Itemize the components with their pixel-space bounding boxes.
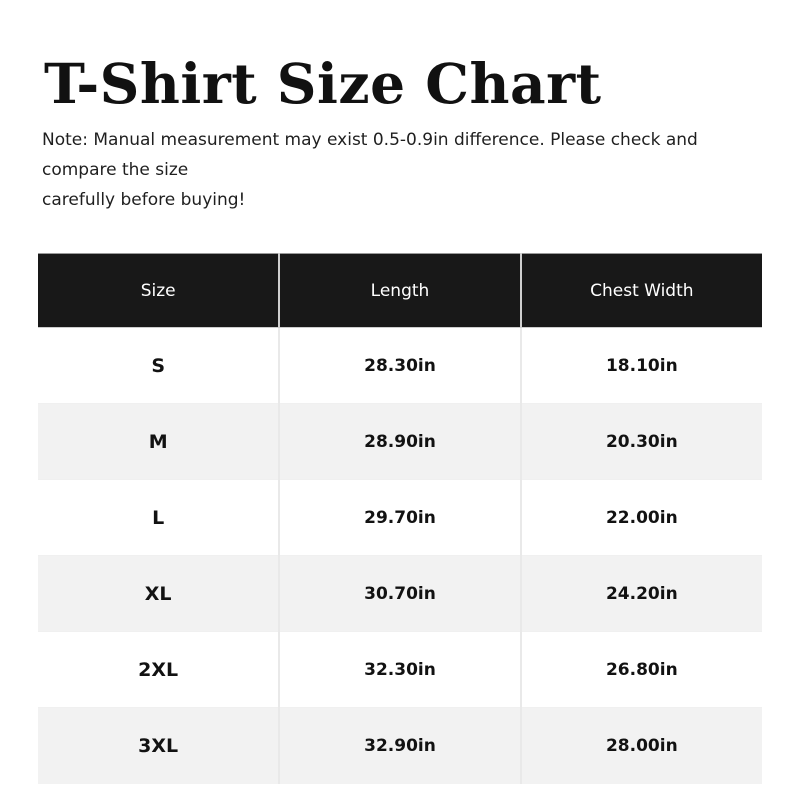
size-cell: M [38, 403, 280, 480]
column-header-chest-width: Chest Width [519, 253, 762, 328]
chest-width-cell: 22.00in [519, 479, 762, 556]
table-row: M 28.90in 20.30in [38, 403, 762, 480]
header-row: Size Length Chest Width [38, 253, 762, 328]
table-row: S 28.30in 18.10in [38, 327, 762, 404]
size-chart-header: Size Length Chest Width [38, 253, 762, 328]
chest-width-cell: 28.00in [519, 707, 762, 784]
size-chart-table: Size Length Chest Width S 28.30in 18.10in M… [38, 253, 762, 784]
chest-width-cell: 18.10in [519, 327, 762, 404]
measurement-note: Note: Manual measurement may exist 0.5-0… [42, 130, 698, 210]
length-cell: 32.90in [278, 707, 521, 784]
length-cell: 30.70in [278, 555, 521, 632]
page: T-Shirt Size Chart Note: Manual measurem… [0, 56, 800, 800]
chest-width-cell: 20.30in [519, 403, 762, 480]
column-header-size: Size [38, 253, 280, 328]
table-row: 2XL 32.30in 26.80in [38, 631, 762, 708]
length-cell: 29.70in [278, 479, 521, 556]
chest-width-cell: 24.20in [519, 555, 762, 632]
size-cell: S [151, 354, 165, 377]
length-cell: 28.90in [278, 403, 521, 480]
table-row: 3XL 32.90in 28.00in [38, 707, 762, 784]
size-cell: 3XL [38, 707, 280, 784]
length-cell: 28.30in [278, 327, 521, 404]
size-cell: 2XL [38, 631, 280, 708]
page-title: T-Shirt Size Chart [44, 51, 602, 116]
column-header-length: Length [278, 253, 521, 328]
length-cell: 32.30in [278, 631, 521, 708]
size-cell: XL [38, 555, 280, 632]
table-row: XL 30.70in 24.20in [38, 555, 762, 632]
size-cell: L [38, 479, 280, 556]
size-table-body: S 28.30in 18.10in M 28.90in 20.30in L 29.70in 22… [38, 327, 762, 784]
table-row: L 29.70in 22.00in [38, 479, 762, 556]
chest-width-cell: 26.80in [519, 631, 762, 708]
